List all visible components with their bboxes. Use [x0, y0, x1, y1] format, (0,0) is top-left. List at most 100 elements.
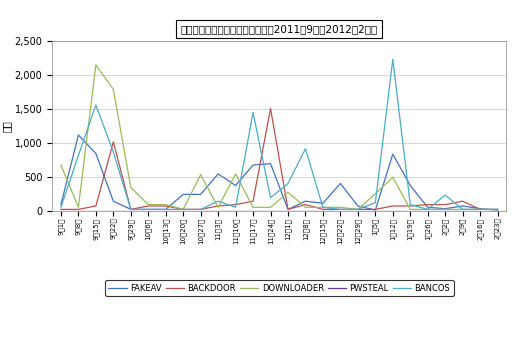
DOWNLOADER	[145, 203, 151, 207]
DOWNLOADER	[128, 186, 134, 190]
FAKEAV	[337, 181, 343, 186]
BACKDOOR	[302, 203, 309, 207]
PWSTEAL	[442, 209, 448, 213]
DOWNLOADER	[58, 163, 64, 167]
FAKEAV	[372, 208, 378, 212]
BACKDOOR	[320, 207, 326, 211]
BANCOS	[389, 57, 396, 61]
PWSTEAL	[215, 209, 221, 213]
BACKDOOR	[250, 199, 256, 203]
DOWNLOADER	[197, 173, 204, 177]
FAKEAV	[93, 151, 99, 155]
BANCOS	[197, 207, 204, 211]
PWSTEAL	[75, 209, 81, 213]
BANCOS	[355, 207, 361, 211]
PWSTEAL	[337, 209, 343, 213]
BANCOS	[459, 207, 466, 211]
BACKDOOR	[58, 207, 64, 211]
DOWNLOADER	[494, 207, 501, 211]
BACKDOOR	[389, 204, 396, 208]
BACKDOOR	[407, 204, 413, 208]
DOWNLOADER	[477, 207, 483, 211]
BANCOS	[442, 193, 448, 197]
PWSTEAL	[232, 209, 239, 213]
PWSTEAL	[407, 209, 413, 213]
DOWNLOADER	[110, 87, 116, 91]
BACKDOOR	[75, 207, 81, 211]
BACKDOOR	[215, 204, 221, 208]
BACKDOOR	[93, 204, 99, 208]
DOWNLOADER	[442, 207, 448, 211]
Legend: FAKEAV, BACKDOOR, DOWNLOADER, PWSTEAL, BANCOS: FAKEAV, BACKDOOR, DOWNLOADER, PWSTEAL, B…	[105, 280, 454, 296]
FAKEAV	[494, 208, 501, 212]
BANCOS	[163, 207, 169, 211]
PWSTEAL	[459, 209, 466, 213]
Line: BACKDOOR: BACKDOOR	[61, 108, 497, 209]
FAKEAV	[302, 199, 309, 203]
DOWNLOADER	[163, 203, 169, 207]
PWSTEAL	[145, 209, 151, 213]
FAKEAV	[163, 207, 169, 211]
BACKDOOR	[232, 203, 239, 207]
BANCOS	[424, 207, 431, 211]
BANCOS	[75, 153, 81, 158]
DOWNLOADER	[389, 175, 396, 179]
DOWNLOADER	[285, 190, 291, 194]
FAKEAV	[285, 207, 291, 211]
BANCOS	[267, 196, 274, 200]
BANCOS	[494, 207, 501, 211]
DOWNLOADER	[302, 205, 309, 209]
Line: FAKEAV: FAKEAV	[61, 135, 497, 210]
PWSTEAL	[372, 209, 378, 213]
DOWNLOADER	[459, 207, 466, 211]
BACKDOOR	[110, 140, 116, 144]
PWSTEAL	[267, 209, 274, 213]
FAKEAV	[180, 192, 186, 196]
DOWNLOADER	[320, 205, 326, 209]
BACKDOOR	[180, 207, 186, 211]
FAKEAV	[215, 172, 221, 176]
FAKEAV	[389, 152, 396, 156]
PWSTEAL	[355, 209, 361, 213]
PWSTEAL	[93, 209, 99, 213]
BANCOS	[320, 205, 326, 209]
BANCOS	[372, 201, 378, 205]
BANCOS	[180, 207, 186, 211]
DOWNLOADER	[424, 207, 431, 211]
BACKDOOR	[197, 207, 204, 211]
DOWNLOADER	[267, 205, 274, 209]
DOWNLOADER	[372, 192, 378, 196]
BACKDOOR	[285, 207, 291, 211]
Line: BANCOS: BANCOS	[61, 59, 497, 209]
FAKEAV	[355, 204, 361, 208]
BACKDOOR	[372, 207, 378, 211]
BACKDOOR	[355, 207, 361, 211]
FAKEAV	[128, 207, 134, 211]
PWSTEAL	[477, 209, 483, 213]
DOWNLOADER	[180, 207, 186, 211]
FAKEAV	[197, 192, 204, 196]
FAKEAV	[232, 183, 239, 188]
PWSTEAL	[424, 209, 431, 213]
FAKEAV	[459, 204, 466, 208]
BANCOS	[145, 207, 151, 211]
FAKEAV	[320, 201, 326, 205]
FAKEAV	[58, 203, 64, 207]
BANCOS	[232, 205, 239, 209]
PWSTEAL	[494, 209, 501, 213]
DOWNLOADER	[355, 207, 361, 211]
FAKEAV	[75, 133, 81, 137]
BACKDOOR	[145, 204, 151, 208]
BANCOS	[337, 207, 343, 211]
DOWNLOADER	[215, 205, 221, 209]
BACKDOOR	[459, 199, 466, 203]
BACKDOOR	[163, 204, 169, 208]
BANCOS	[110, 150, 116, 154]
PWSTEAL	[58, 209, 64, 213]
FAKEAV	[267, 162, 274, 166]
PWSTEAL	[285, 209, 291, 213]
BACKDOOR	[128, 207, 134, 211]
BACKDOOR	[494, 207, 501, 211]
FAKEAV	[145, 207, 151, 211]
BANCOS	[128, 207, 134, 211]
